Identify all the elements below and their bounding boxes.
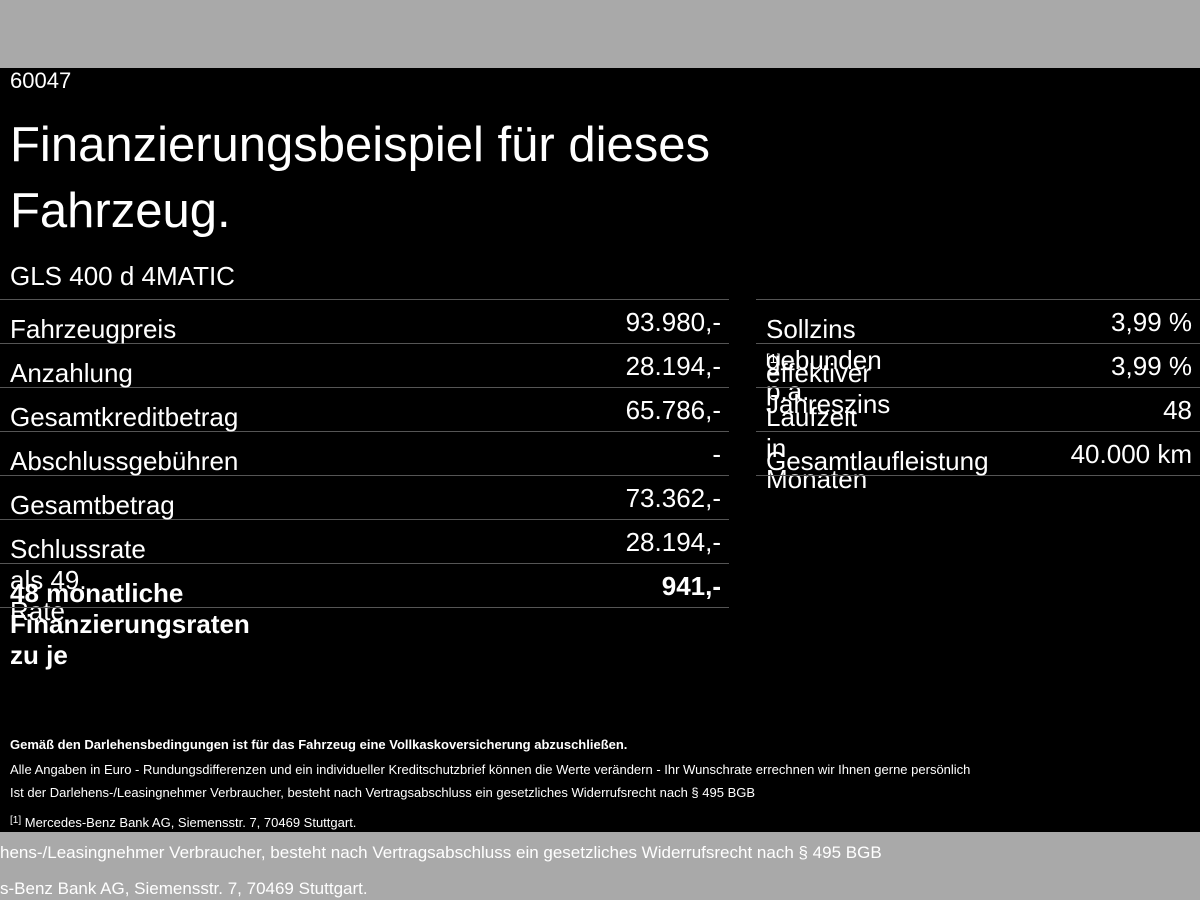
row-label-text: Sollzins gebunden p.a.: [766, 314, 882, 406]
row-label-text: Laufzeit in Monaten: [766, 402, 868, 494]
table-row: Fahrzeugpreis 93.980,-: [0, 300, 729, 344]
row-value: 941,-: [661, 571, 721, 601]
note-line: Ist der Darlehens-/Leasingnehmer Verbrau…: [10, 785, 756, 800]
note-bold: Gemäß den Darlehensbedingungen ist für d…: [10, 737, 628, 752]
vehicle-id: 60047: [10, 68, 72, 93]
row-value: 40.000 km: [1070, 439, 1192, 469]
table-row: Schlussrate als 49. Rate 28.194,-: [0, 520, 729, 626]
row-label-text: Anzahlung: [10, 358, 133, 388]
table-row: Sollzins gebunden p.a. 3,99 %: [756, 300, 1200, 406]
row-label-text: Gesamtlaufleistung: [766, 446, 989, 476]
row-label-text: 48 monatliche Finanzierungsraten zu je: [10, 578, 250, 670]
table-row: Laufzeit in Monaten 48: [756, 388, 1200, 494]
row-value: 28.194,-: [625, 351, 721, 381]
row-label: effektiver Jahreszins [1]: [766, 351, 890, 419]
model: GLS 400 d 4MATIC: [10, 261, 235, 291]
row-value: 65.786,-: [625, 395, 721, 425]
row-value: 28.194,-: [625, 527, 721, 557]
background-text: s-Benz Bank AG, Siemensstr. 7, 70469 Stu…: [0, 879, 368, 898]
finance-panel: 60047 Finanzierungsbeispiel für dieses F…: [0, 68, 1200, 832]
row-label-text: Schlussrate als 49. Rate: [10, 534, 146, 626]
row-label-text: Fahrzeugpreis: [10, 314, 177, 344]
row-value: 3,99 %: [1111, 351, 1192, 381]
row-value: -: [712, 439, 721, 469]
note-line: Alle Angaben in Euro - Rundungsdifferenz…: [10, 762, 971, 777]
table-top-border: [0, 299, 729, 300]
row-value: 48: [1163, 395, 1192, 425]
row-label-text: Abschlussgebühren: [10, 446, 239, 476]
table-row: Abschlussgebühren -: [0, 432, 729, 476]
row-label-text: Gesamtbetrag: [10, 490, 175, 520]
table-row: Gesamtlaufleistung 40.000 km: [756, 432, 1200, 476]
table-row: Gesamtkreditbetrag 65.786,-: [0, 388, 729, 432]
row-label-text: Gesamtkreditbetrag: [10, 402, 239, 432]
footnote: [1] Mercedes-Benz Bank AG, Siemensstr. 7…: [10, 815, 356, 830]
title: Finanzierungsbeispiel für dieses Fahrzeu…: [10, 118, 710, 238]
row-value: 3,99 %: [1111, 307, 1192, 337]
background-text: hens-/Leasingnehmer Verbraucher, besteht…: [0, 843, 882, 862]
table-top-border: [756, 299, 1200, 300]
table-row: effektiver Jahreszins [1] 3,99 %: [756, 344, 1200, 419]
row-value: 93.980,-: [625, 307, 721, 337]
row-value: 73.362,-: [625, 483, 721, 513]
table-row: Gesamtbetrag 73.362,-: [0, 476, 729, 520]
footnote-marker: [1]: [10, 815, 22, 826]
footnote-text: Mercedes-Benz Bank AG, Siemensstr. 7, 70…: [24, 815, 357, 830]
table-row: Anzahlung 28.194,-: [0, 344, 729, 388]
footnote-marker: [1]: [766, 351, 781, 366]
row-label-text: effektiver Jahreszins: [766, 358, 891, 419]
table-row: 48 monatliche Finanzierungsraten zu je 94…: [0, 564, 729, 670]
